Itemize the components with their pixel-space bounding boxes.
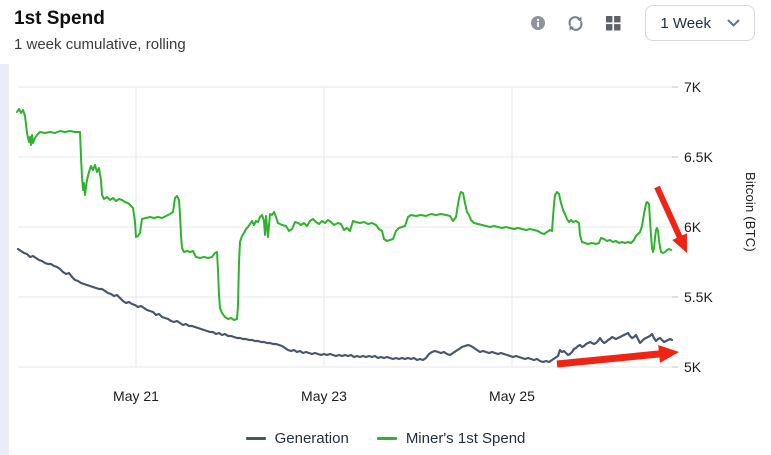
info-icon[interactable] [531, 16, 546, 30]
chart-controls: 1 Week [531, 5, 755, 41]
legend-item-generation[interactable]: Generation [245, 429, 349, 447]
legend-label-generation: Generation [274, 429, 349, 447]
timeframe-value: 1 Week [660, 14, 711, 32]
legend-swatch-miners-1st-spend [376, 436, 397, 440]
svg-text:6K: 6K [684, 219, 702, 235]
svg-text:May 23: May 23 [301, 388, 347, 404]
svg-text:May 25: May 25 [489, 388, 535, 404]
chart-subtitle: 1 week cumulative, rolling [14, 36, 186, 53]
legend-label-miners-1st-spend: Miner's 1st Spend [405, 429, 526, 447]
y-axis-label: Bitcoin (BTC) [743, 172, 758, 252]
timeframe-dropdown[interactable]: 1 Week [645, 5, 755, 41]
chevron-down-icon [727, 19, 740, 28]
refresh-icon[interactable] [567, 15, 584, 32]
left-strip [0, 64, 9, 455]
svg-text:6.5K: 6.5K [684, 149, 713, 165]
svg-text:5.5K: 5.5K [684, 289, 713, 305]
grid-layout-icon[interactable] [606, 15, 621, 31]
svg-text:May 21: May 21 [113, 388, 159, 404]
svg-text:5K: 5K [684, 359, 702, 375]
legend-item-miners-1st-spend[interactable]: Miner's 1st Spend [376, 429, 526, 447]
page-title: 1st Spend [14, 8, 105, 29]
legend-swatch-generation [245, 436, 266, 440]
chart-header: 1st Spend 1 week cumulative, rolling [0, 0, 771, 62]
svg-text:7K: 7K [684, 79, 702, 95]
legend: Generation Miner's 1st Spend [0, 427, 771, 449]
